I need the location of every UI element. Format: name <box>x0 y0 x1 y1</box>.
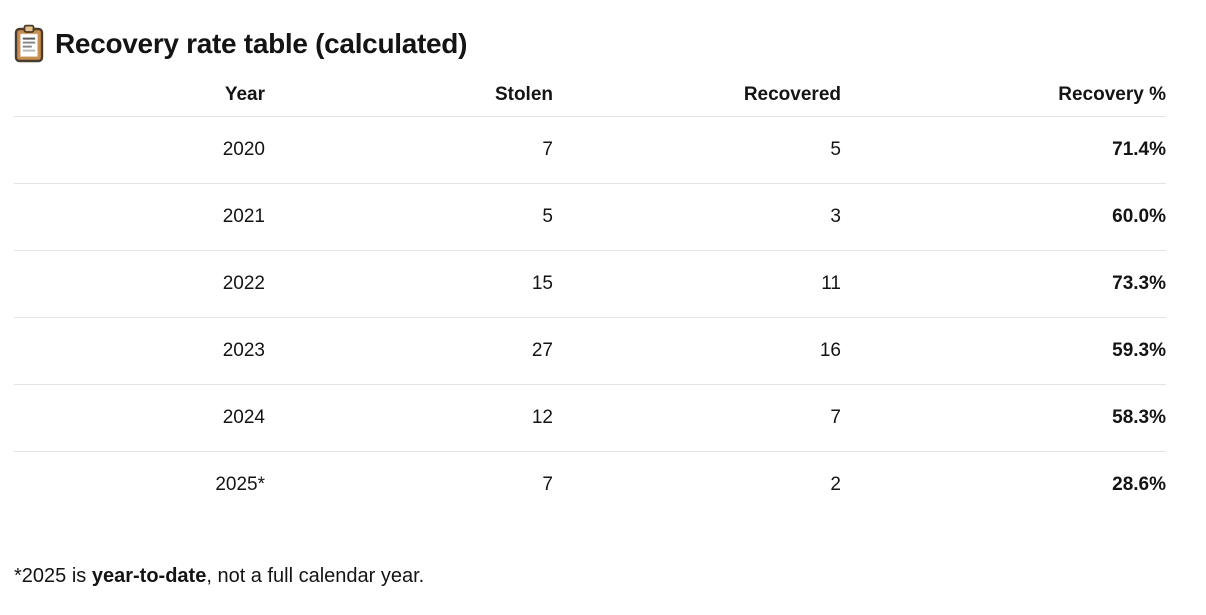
recovery-pct-cell: 28.6% <box>1112 474 1166 495</box>
stolen-cell: 15 <box>302 250 590 318</box>
year-cell: 2021 <box>14 183 302 251</box>
recovery-pct-cell: 58.3% <box>878 384 1166 452</box>
table-row: 2021 5 3 60.0% <box>14 183 1166 251</box>
recovered-cell: 5 <box>590 116 878 184</box>
footnote-bold-text: year-to-date <box>91 565 207 587</box>
recovery-pct-cell: 71.4% <box>878 116 1166 184</box>
recovered-cell: 3 <box>590 183 878 251</box>
table-header-row: Year Stolen Recovered Recovery % <box>14 74 1166 117</box>
stolen-cell: 5 <box>302 183 590 251</box>
recovered-cell: 2 <box>830 474 841 495</box>
year-cell: 2023 <box>14 317 302 385</box>
page-title-row: Recovery rate table (calculated) <box>14 22 1166 66</box>
table-row: 2023 27 16 59.3% <box>14 317 1166 385</box>
recovered-cell: 11 <box>590 250 878 318</box>
table-row: 2020 7 5 71.4% <box>14 116 1166 184</box>
table-row: 2022 15 11 73.3% <box>14 250 1166 318</box>
recovery-pct-cell: 73.3% <box>878 250 1166 318</box>
year-cell: 2025* <box>215 474 265 495</box>
recovered-cell: 16 <box>590 317 878 385</box>
column-header-stolen: Stolen <box>302 74 590 117</box>
recovered-cell: 7 <box>590 384 878 452</box>
clipboard-icon <box>14 24 44 64</box>
stolen-cell: 7 <box>302 116 590 184</box>
recovery-rate-table: Year Stolen Recovered Recovery % 2020 7 … <box>14 74 1166 518</box>
footnote-prefix: *2025 is <box>14 565 92 587</box>
stolen-cell: 12 <box>302 384 590 452</box>
footnote: *2025 is year-to-date, not a full calend… <box>14 563 1166 590</box>
stolen-cell: 27 <box>302 317 590 385</box>
year-cell: 2022 <box>14 250 302 318</box>
year-cell: 2024 <box>14 384 302 452</box>
column-header-recovered: Recovered <box>590 74 878 117</box>
column-header-recovery-pct: Recovery % <box>878 74 1166 117</box>
column-header-year: Year <box>14 74 302 117</box>
table-row: 2024 12 7 58.3% <box>14 384 1166 452</box>
stolen-cell: 7 <box>542 474 553 495</box>
recovery-pct-cell: 60.0% <box>878 183 1166 251</box>
recovery-pct-cell: 59.3% <box>878 317 1166 385</box>
footnote-suffix: , not a full calendar year. <box>206 565 425 587</box>
page: Recovery rate table (calculated) Year St… <box>14 22 1166 590</box>
table-row: 2025* 7 2 28.6% <box>14 452 1166 519</box>
page-title: Recovery rate table (calculated) <box>55 28 468 59</box>
year-cell: 2020 <box>14 116 302 184</box>
